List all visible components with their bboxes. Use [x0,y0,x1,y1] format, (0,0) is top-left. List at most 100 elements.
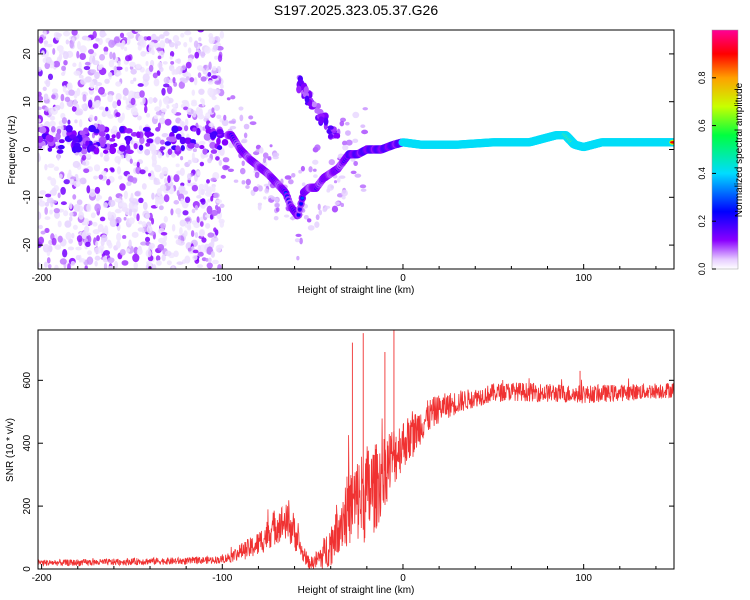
spectrogram-cell [333,133,338,139]
spectrogram-cell [53,207,60,214]
spectrogram-cell [207,87,214,97]
spectrogram-cell [160,231,168,236]
spectrogram-cell [181,121,185,128]
spectrogram-cell [38,236,45,245]
spectrogram-cell [68,89,75,96]
snr-y-tick-label: 600 [22,372,33,389]
spectrogram-cell [328,159,336,166]
spectrogram-cell [137,227,145,232]
spectrogram-cell [159,139,165,145]
spectrogram-cell [179,136,186,145]
spectrogram-cell [94,71,100,80]
spectrogram-cell [52,47,56,55]
spectrogram-cell [197,30,204,33]
spectrogram-cell [216,137,221,145]
spectrogram-cell [239,114,244,122]
spectrogram-cell [88,55,93,65]
spectrogram-cell [82,161,87,166]
spectrogram-cell [38,224,43,230]
spectrogram-cell [158,66,164,73]
spectrogram-cell [58,139,65,144]
spectrogram-cell [113,36,120,45]
spectrogram-cell [107,211,113,219]
spectrogram-cell [184,118,189,127]
spectrogram-cell [199,161,205,167]
spectrogram-cell [105,106,109,112]
spectrogram-cell [166,104,170,109]
spectrogram-cell [135,63,142,69]
spectrogram-cell [331,205,339,213]
spectrogram-cell [130,192,134,202]
spectrogram-cell [114,198,122,203]
spectrogram-cell [80,78,87,85]
spectrogram-cell [95,196,100,202]
spectrogram-cell [126,31,134,37]
spectrogram-cell [49,209,53,215]
spectrogram-cell [216,145,223,151]
spectrogram-cell [130,97,136,106]
spectrogram-cell [191,220,198,225]
spectrogram-cell [188,36,193,43]
spectrogram-cell [72,160,81,169]
spectrogram-cell [45,193,52,198]
spectrogram-cell [141,221,147,227]
spectrogram-cell [38,211,42,220]
snr-frame [37,329,675,570]
spectrogram-cell [223,114,227,121]
spectrogram-cell [107,242,113,249]
spectrogram-cell [267,156,272,161]
spectrogram-cell [303,215,309,220]
snr-x-tick-label: 0 [400,573,406,584]
spectrogram-cell [121,112,125,121]
spectrogram-cell [190,101,198,107]
spectrogram-cell [137,45,142,51]
spectrogram-cell [98,106,105,111]
spectrogram-cell [122,234,127,239]
spectrogram-cell [217,54,223,62]
spectrogram-cell [233,179,239,183]
spectrogram-cell [65,231,72,241]
spectrogram-cell [345,130,351,136]
spectrogram-cell [130,131,138,137]
spectrogram-cell [203,133,211,141]
spectrogram-cell [203,64,208,69]
spectrogram-cell [50,106,58,115]
spectrogram-cell [163,233,168,242]
spectrogram-cell [128,217,135,225]
spectrogram-cell [207,198,211,203]
spectrogram-cell [300,165,305,172]
spectrogram-cell [214,80,222,85]
spectrogram-cell [114,155,122,164]
spectrogram-cell [92,30,97,39]
spectrogram-cell [216,65,222,74]
spectrogram-cell [173,200,180,205]
spectrogram-cell [158,34,165,39]
spectrogram-cell [361,129,369,135]
spectrogram-cell [120,154,125,160]
spectrogram-cell [57,144,65,150]
spectrogram-cell [56,149,64,154]
spectrogram-cell [130,68,137,75]
spectrogram-cell [199,229,205,237]
spectrogram-cell [220,174,226,179]
spectrogram-cell [81,148,88,155]
spectrogram-cell [92,221,98,227]
spectrogram-cell [148,45,154,54]
spectrogram-cell [180,198,185,205]
spectrogram-cell [178,81,185,89]
spectrogram-cell [161,253,166,262]
spectrogram-cell [47,263,52,269]
spectrogram-cell [102,202,109,209]
spectrogram-cell [152,72,158,79]
snr-line [38,378,674,569]
spectrogram-cell [148,260,152,268]
spectrogram-cell [46,257,51,264]
spectrogram-cell [298,169,303,174]
spectrogram-cell [164,118,172,126]
spectrogram-cell [109,146,117,155]
spectrogram-cell [210,195,214,202]
spectrogram-cell [193,77,198,86]
spectrogram-cell [95,37,100,42]
spectrogram-cell [199,145,205,150]
spectrogram-cell [61,71,66,77]
